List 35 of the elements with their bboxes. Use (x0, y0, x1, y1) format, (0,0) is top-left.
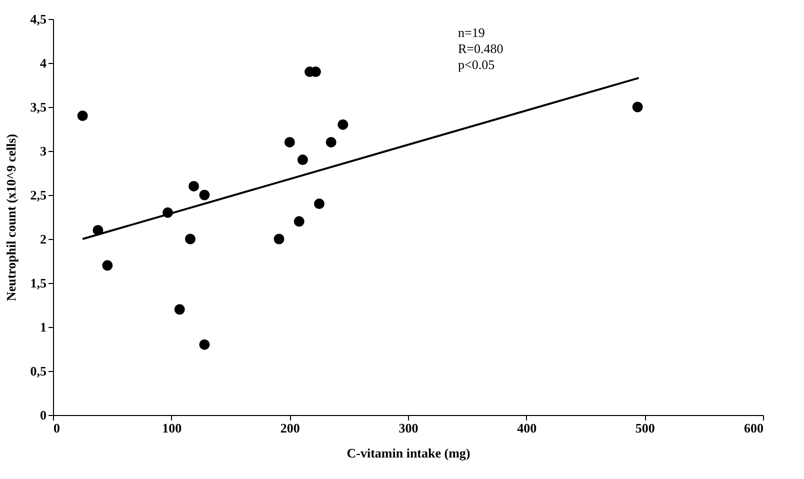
y-tick-label: 1,5 (30, 276, 47, 290)
y-tick-label: 3 (40, 144, 47, 158)
x-tick-label: 400 (517, 420, 537, 436)
point (338, 119, 348, 130)
x-tick-label: 200 (280, 420, 300, 436)
y-tick-label: 4 (40, 56, 47, 70)
point (199, 339, 210, 350)
point (274, 234, 284, 244)
x-tick-label: 600 (744, 420, 764, 436)
point (188, 180, 200, 192)
x-axis-title: C-vitamin intake (mg) (346, 446, 470, 460)
point (326, 136, 336, 148)
y-tick-label: 3,5 (30, 100, 47, 114)
point (174, 304, 185, 315)
x-tick-label: 0 (54, 420, 60, 436)
y-tick-label: 0,5 (30, 364, 47, 378)
point (632, 102, 643, 112)
point (284, 136, 295, 148)
point (102, 260, 113, 271)
y-tick-label: 2 (40, 232, 46, 246)
x-tick-label: 500 (635, 420, 655, 436)
y-tick-label: 4,5 (30, 12, 47, 26)
y-tick-label: 2,5 (30, 188, 47, 202)
point (185, 234, 196, 244)
point (77, 110, 88, 122)
y-tick-label: 0 (40, 408, 46, 422)
point (199, 190, 210, 200)
point (294, 216, 304, 227)
y-axis-title: Neutrophil count (x10^9 cells) (3, 134, 18, 302)
y-tick-label: 1 (40, 320, 46, 334)
point (314, 198, 324, 210)
point (297, 154, 308, 166)
x-tick-label: 100 (162, 420, 182, 436)
x-tick-label: 300 (398, 420, 418, 436)
annotation: n=19 R=0.480 p<0.05 (458, 25, 504, 72)
